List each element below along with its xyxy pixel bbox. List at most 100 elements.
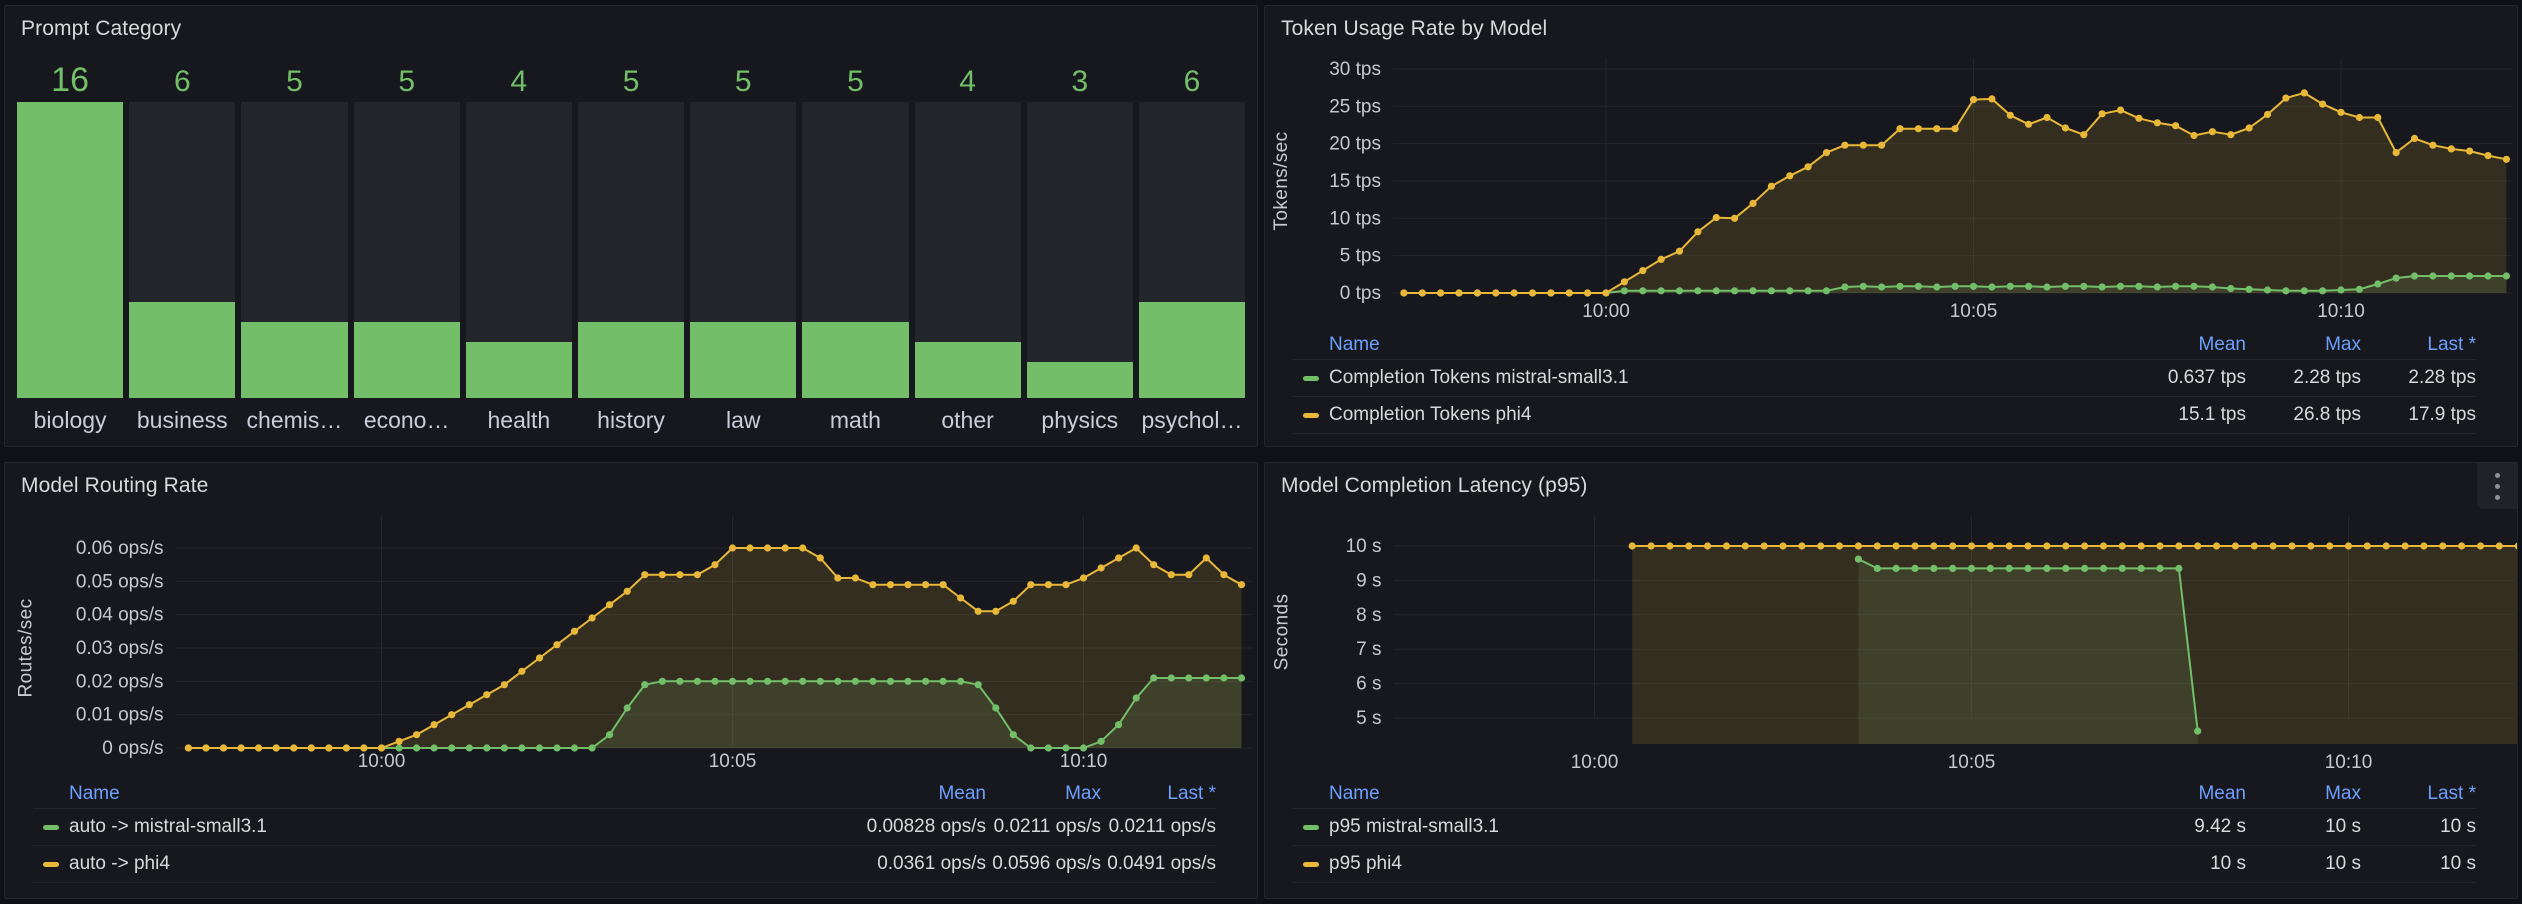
data-point: [1202, 674, 1210, 682]
bar-label: business: [136, 407, 228, 433]
legend-header-max[interactable]: Max: [1065, 782, 1101, 804]
data-point: [2439, 542, 2447, 550]
data-point: [1132, 694, 1140, 702]
bar-value-label: 6: [173, 65, 191, 98]
y-axis-tick: 6 s: [1356, 674, 1381, 695]
panel-title[interactable]: Token Usage Rate by Model: [1281, 17, 1548, 40]
data-point: [711, 677, 719, 685]
data-point: [1873, 542, 1881, 550]
panel-header: Model Completion Latency (p95): [1265, 463, 2517, 507]
data-point: [781, 544, 789, 552]
legend-model-routing: Name Mean Max Last * auto -> mistral-small3.…: [5, 779, 1257, 883]
series-name[interactable]: p95 phi4: [1329, 853, 1402, 874]
data-point: [2135, 282, 2143, 290]
data-point: [448, 744, 456, 752]
data-point: [1097, 564, 1105, 572]
bar-value-label: 6: [1183, 65, 1201, 98]
data-point: [2153, 283, 2161, 291]
bar-track: [465, 102, 572, 398]
legend-row: p95 mistral-small3.1 9.42 s 10 s 10 s: [1293, 809, 2476, 846]
data-point: [1892, 564, 1900, 572]
data-point: [676, 677, 684, 685]
data-point: [307, 744, 315, 752]
legend-last-value: 10 s: [2440, 853, 2476, 874]
data-point: [1044, 744, 1052, 752]
data-point: [1062, 744, 1070, 752]
data-point: [2005, 564, 2013, 572]
bar-value-label: 5: [398, 65, 415, 98]
series-name[interactable]: Completion Tokens mistral-small3.1: [1329, 367, 1629, 388]
legend-header-last[interactable]: Last *: [2427, 782, 2476, 804]
panel-title[interactable]: Model Completion Latency (p95): [1281, 474, 1588, 497]
data-point: [2282, 94, 2290, 102]
bar-fill: [129, 302, 236, 398]
series-area-green: [1858, 559, 2198, 744]
data-point: [1694, 287, 1702, 295]
data-point: [2410, 134, 2419, 142]
legend-header-name[interactable]: Name: [69, 782, 120, 804]
data-point: [1841, 141, 1849, 149]
y-axis-tick: 0.03 ops/s: [76, 638, 164, 659]
legend-header-max[interactable]: Max: [2325, 333, 2361, 355]
data-point: [1027, 744, 1035, 752]
series-name[interactable]: auto -> mistral-small3.1: [69, 816, 267, 837]
data-point: [1969, 96, 1978, 104]
data-point: [2337, 286, 2345, 294]
data-point: [1767, 182, 1775, 190]
data-point: [764, 677, 772, 685]
bar-fill: [1138, 302, 1246, 398]
data-point: [588, 614, 596, 622]
data-point: [1547, 289, 1555, 297]
bar-track: [17, 102, 124, 398]
legend-header-max[interactable]: Max: [2325, 782, 2361, 804]
bar-label: math: [829, 407, 881, 433]
legend-header: Name Mean Max Last *: [1293, 779, 2476, 809]
x-axis-tick: 10:05: [709, 751, 757, 772]
series-name[interactable]: p95 mistral-small3.1: [1329, 816, 1499, 837]
data-point: [2116, 106, 2125, 114]
legend-header-last[interactable]: Last *: [1167, 782, 1216, 804]
data-point: [2288, 542, 2296, 550]
data-point: [1892, 542, 1900, 550]
legend-header-name[interactable]: Name: [1329, 333, 1380, 355]
legend-header-mean[interactable]: Mean: [2198, 782, 2246, 804]
y-axis-tick: 20 tps: [1329, 134, 1381, 155]
legend-header-mean[interactable]: Mean: [938, 782, 986, 804]
legend-header-mean[interactable]: Mean: [2198, 333, 2246, 355]
series-name[interactable]: Completion Tokens phi4: [1329, 404, 1532, 425]
data-point: [1675, 287, 1684, 295]
panel-title[interactable]: Prompt Category: [21, 17, 182, 40]
data-point: [2153, 119, 2161, 127]
legend-header-name[interactable]: Name: [1329, 782, 1380, 804]
y-axis-tick: 25 tps: [1329, 96, 1381, 117]
bar-fill: [914, 342, 1021, 398]
data-point: [2156, 542, 2164, 550]
data-point: [2392, 149, 2400, 157]
data-point: [1731, 214, 1739, 222]
data-point: [623, 587, 631, 595]
bar-track: [690, 102, 797, 398]
series-color-swatch: [43, 861, 59, 867]
legend-row: Completion Tokens mistral-small3.1 0.637 …: [1293, 360, 2476, 397]
data-point: [1712, 287, 1720, 295]
bar-value-label: 3: [1071, 65, 1089, 98]
data-point: [2137, 542, 2145, 550]
panel-menu-icon[interactable]: [2477, 463, 2517, 509]
bar-label: law: [725, 407, 761, 433]
data-point: [1657, 287, 1665, 295]
data-point: [2502, 272, 2510, 280]
model-routing-time-series-chart[interactable]: 0 ops/s 0.01 ops/s 0.02 ops/s 0.03 ops/s 0.0…: [5, 507, 1257, 779]
data-point: [851, 574, 860, 582]
token-usage-time-series-chart[interactable]: 0 tps 5 tps 10 tps 15 tps 20 tps 25 tps 30 tps…: [1265, 50, 2517, 330]
series-name[interactable]: auto -> phi4: [69, 853, 170, 874]
data-point: [992, 704, 1000, 712]
legend-header-last[interactable]: Last *: [2427, 333, 2476, 355]
latency-time-series-chart[interactable]: 5 s 6 s 7 s 8 s 9 s 10 s 10:00 10:05 10:10 Second…: [1265, 507, 2517, 779]
series-area-yellow: [1403, 92, 2507, 294]
panel-title[interactable]: Model Routing Rate: [21, 474, 209, 497]
panel-model-routing: Model Routing Rate 0 ops/s 0.01 ops/s 0.02…: [4, 462, 1258, 899]
data-point: [2245, 285, 2253, 293]
x-axis-tick: 10:05: [1948, 752, 1996, 773]
data-point: [1878, 283, 1886, 291]
data-point: [2502, 155, 2510, 163]
